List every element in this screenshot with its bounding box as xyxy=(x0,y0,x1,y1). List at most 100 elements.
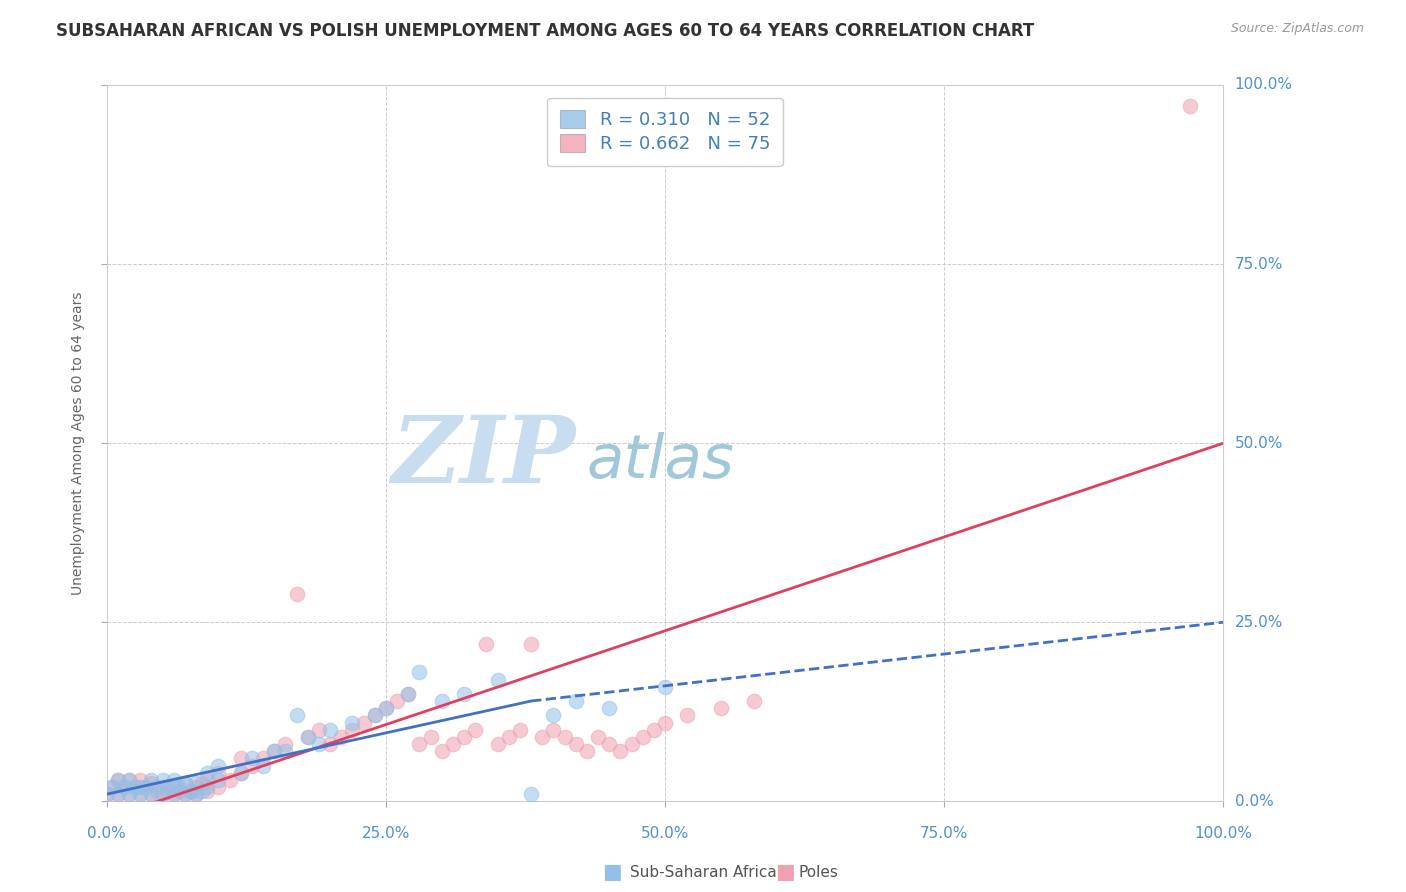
Point xyxy=(543,708,565,723)
Point xyxy=(152,787,174,801)
Point xyxy=(744,694,766,708)
Point xyxy=(654,680,676,694)
Point xyxy=(308,723,330,737)
Point xyxy=(229,765,252,780)
Point xyxy=(274,737,297,751)
Point xyxy=(107,772,129,787)
Point xyxy=(342,723,364,737)
Point xyxy=(152,772,174,787)
Text: 100.0%: 100.0% xyxy=(1195,826,1253,841)
Text: ZIP: ZIP xyxy=(391,412,576,502)
Point xyxy=(174,776,197,790)
Point xyxy=(509,723,531,737)
Point xyxy=(408,665,430,680)
Point xyxy=(430,694,453,708)
Y-axis label: Unemployment Among Ages 60 to 64 years: Unemployment Among Ages 60 to 64 years xyxy=(72,292,86,595)
Point xyxy=(184,787,207,801)
Point xyxy=(129,780,152,794)
Point xyxy=(107,787,129,801)
Point xyxy=(101,780,124,794)
Point xyxy=(124,780,146,794)
Point xyxy=(96,787,118,801)
Point xyxy=(453,687,475,701)
Point xyxy=(631,730,654,744)
Point xyxy=(330,730,353,744)
Point xyxy=(163,780,186,794)
Point xyxy=(184,780,207,794)
Point xyxy=(118,787,141,801)
Point xyxy=(96,787,118,801)
Point xyxy=(195,772,218,787)
Point xyxy=(118,787,141,801)
Point xyxy=(195,780,218,794)
Point xyxy=(118,772,141,787)
Text: 75.0%: 75.0% xyxy=(1234,257,1282,271)
Point xyxy=(163,787,186,801)
Point xyxy=(207,758,229,772)
Point xyxy=(218,772,240,787)
Point xyxy=(308,737,330,751)
Point xyxy=(1178,99,1201,113)
Point xyxy=(169,780,191,794)
Point xyxy=(319,723,342,737)
Point xyxy=(643,723,665,737)
Point xyxy=(565,694,588,708)
Point xyxy=(676,708,699,723)
Point xyxy=(184,776,207,790)
Point xyxy=(229,751,252,765)
Point xyxy=(157,783,180,797)
Point xyxy=(141,787,163,801)
Point xyxy=(285,708,308,723)
Point xyxy=(118,772,141,787)
Point xyxy=(141,772,163,787)
Point xyxy=(190,783,212,797)
Point xyxy=(543,723,565,737)
Text: 50.0%: 50.0% xyxy=(1234,435,1282,450)
Point xyxy=(184,787,207,801)
Point xyxy=(252,758,274,772)
Legend: R = 0.310   N = 52, R = 0.662   N = 75: R = 0.310 N = 52, R = 0.662 N = 75 xyxy=(547,97,783,166)
Point xyxy=(396,687,419,701)
Point xyxy=(498,730,520,744)
Point xyxy=(419,730,441,744)
Point xyxy=(112,780,135,794)
Point xyxy=(263,744,285,758)
Point xyxy=(146,783,169,797)
Point xyxy=(441,737,464,751)
Point xyxy=(190,776,212,790)
Point xyxy=(263,744,285,758)
Point xyxy=(129,787,152,801)
Point xyxy=(207,772,229,787)
Point xyxy=(124,780,146,794)
Point xyxy=(195,783,218,797)
Point xyxy=(180,783,202,797)
Point xyxy=(163,772,186,787)
Text: SUBSAHARAN AFRICAN VS POLISH UNEMPLOYMENT AMONG AGES 60 TO 64 YEARS CORRELATION : SUBSAHARAN AFRICAN VS POLISH UNEMPLOYMEN… xyxy=(56,22,1035,40)
Point xyxy=(129,772,152,787)
Point xyxy=(135,780,157,794)
Point xyxy=(129,787,152,801)
Point xyxy=(598,737,620,751)
Text: ■: ■ xyxy=(775,863,794,882)
Point xyxy=(152,780,174,794)
Point xyxy=(240,758,263,772)
Text: atlas: atlas xyxy=(586,432,735,491)
Point xyxy=(207,765,229,780)
Point xyxy=(297,730,319,744)
Point xyxy=(207,780,229,794)
Point xyxy=(135,780,157,794)
Point xyxy=(575,744,598,758)
Point xyxy=(486,737,509,751)
Point xyxy=(586,730,609,744)
Point xyxy=(285,586,308,600)
Point xyxy=(195,765,218,780)
Point xyxy=(141,787,163,801)
Point xyxy=(554,730,576,744)
Point xyxy=(531,730,554,744)
Point xyxy=(319,737,342,751)
Point xyxy=(174,787,197,801)
Point xyxy=(364,708,387,723)
Point xyxy=(180,783,202,797)
Point xyxy=(364,708,387,723)
Point xyxy=(475,637,498,651)
